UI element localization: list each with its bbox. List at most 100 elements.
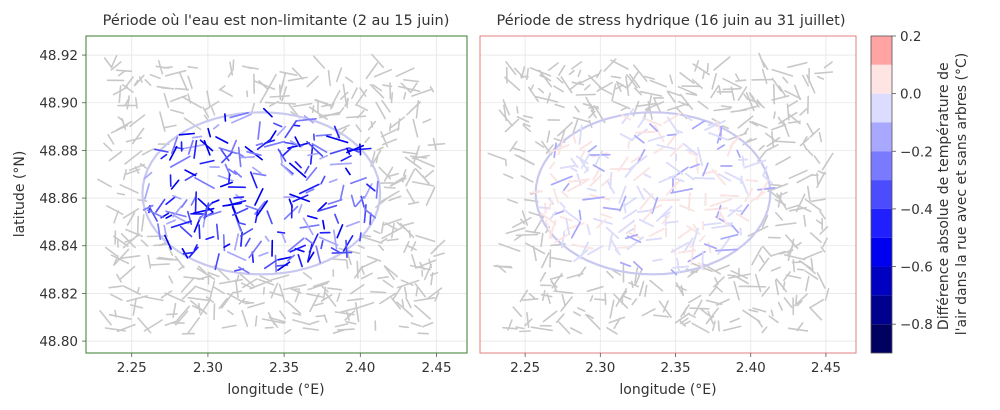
- street-segment: [353, 265, 364, 279]
- street-segment: [345, 309, 351, 321]
- street-value-segment: [160, 153, 168, 160]
- street-segment: [713, 276, 725, 288]
- street-segment: [692, 63, 711, 76]
- street-segment: [589, 295, 594, 302]
- street-segment: [238, 297, 246, 305]
- street-value-segment: [628, 155, 648, 170]
- street-segment: [685, 92, 698, 96]
- street-segment: [174, 255, 185, 269]
- street-segment: [764, 132, 775, 141]
- street-value-segment: [736, 149, 741, 158]
- street-value-segment: [639, 192, 654, 210]
- street-segment: [378, 166, 392, 180]
- street-segment: [547, 62, 559, 71]
- street-value-segment: [233, 170, 242, 178]
- street-value-segment: [643, 173, 652, 179]
- street-segment: [359, 87, 367, 97]
- street-segment: [400, 279, 414, 287]
- street-value-segment: [565, 218, 571, 235]
- street-value-segment: [562, 183, 570, 192]
- street-value-segment: [711, 224, 733, 229]
- street-segment: [313, 302, 324, 307]
- street-segment: [730, 86, 735, 101]
- street-value-segment: [264, 235, 270, 242]
- street-segment: [345, 115, 367, 119]
- street-segment: [570, 61, 583, 70]
- street-segment: [578, 266, 587, 278]
- street-value-segment: [621, 108, 635, 125]
- street-segment: [777, 301, 783, 311]
- street-segment: [496, 264, 507, 274]
- street-value-segment: [687, 192, 691, 211]
- street-segment: [377, 276, 389, 280]
- street-segment: [423, 263, 433, 281]
- street-segment: [662, 300, 669, 313]
- panel-right-frame: [479, 35, 857, 354]
- street-segment: [306, 75, 319, 88]
- colorbar-bin: [871, 237, 892, 267]
- street-value-segment: [704, 207, 729, 211]
- street-segment: [411, 181, 435, 187]
- street-segment: [291, 288, 301, 291]
- street-segment: [375, 101, 387, 120]
- street-value-segment: [198, 224, 201, 239]
- street-value-segment: [576, 155, 589, 165]
- street-segment: [805, 275, 810, 292]
- street-segment: [291, 319, 312, 326]
- street-value-segment: [203, 139, 211, 156]
- street-segment: [783, 297, 793, 309]
- street-value-segment: [703, 243, 718, 250]
- colorbar-bin: [871, 295, 892, 325]
- street-value-segment: [273, 122, 283, 128]
- street-value-segment: [193, 140, 198, 159]
- street-segment: [198, 302, 201, 314]
- street-value-segment: [715, 216, 725, 223]
- street-segment: [534, 141, 545, 148]
- street-value-segment: [238, 222, 246, 226]
- street-segment: [306, 293, 324, 298]
- street-value-segment: [578, 209, 582, 221]
- street-segment: [362, 234, 372, 238]
- street-value-segment: [336, 224, 344, 239]
- street-segment: [658, 300, 672, 319]
- street-value-segment: [304, 165, 310, 174]
- street-segment: [504, 158, 508, 167]
- street-segment: [824, 287, 830, 301]
- street-value-segment: [735, 213, 750, 222]
- street-segment: [181, 286, 196, 300]
- street-segment: [334, 323, 349, 328]
- street-segment: [309, 320, 320, 325]
- street-value-segment: [683, 237, 694, 254]
- street-segment: [108, 150, 123, 162]
- street-segment: [202, 106, 210, 118]
- street-segment: [213, 303, 216, 321]
- street-segment: [582, 103, 600, 110]
- street-segment: [402, 151, 419, 155]
- street-value-segment: [284, 120, 298, 139]
- street-segment: [770, 266, 782, 272]
- street-segment: [204, 100, 220, 111]
- street-segment: [159, 111, 166, 132]
- street-segment: [787, 248, 793, 262]
- street-segment: [787, 100, 799, 107]
- street-segment: [782, 76, 789, 84]
- street-value-segment: [282, 145, 294, 157]
- street-value-segment: [691, 227, 699, 247]
- street-segment: [294, 289, 301, 303]
- street-segment: [233, 290, 243, 294]
- street-segment: [705, 299, 723, 306]
- street-segment: [429, 86, 435, 93]
- street-value-segment: [561, 230, 566, 249]
- street-value-segment: [262, 107, 273, 118]
- street-segment: [613, 293, 629, 309]
- street-value-segment: [568, 178, 591, 183]
- street-segment: [168, 275, 174, 284]
- street-segment: [613, 317, 621, 330]
- street-segment: [197, 265, 207, 274]
- street-value-segment: [222, 234, 226, 252]
- x-tick-label: 2.30: [585, 360, 615, 376]
- street-value-segment: [166, 219, 176, 225]
- street-segment: [520, 175, 534, 183]
- street-value-segment: [660, 211, 671, 218]
- street-segment: [771, 68, 794, 77]
